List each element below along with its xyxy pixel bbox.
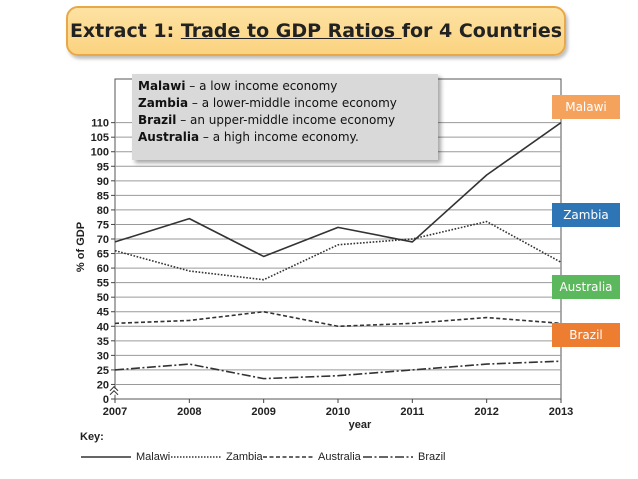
axis-break-icon [109, 386, 119, 396]
ytick-label-25: 25 [97, 365, 109, 377]
ytick-label-65: 65 [97, 249, 109, 261]
ytick-label-75: 75 [97, 219, 109, 231]
badge-australia: Australia [552, 275, 620, 299]
ytick-label-105: 105 [91, 132, 109, 144]
desc-line-brazil: Brazil – an upper-middle income economy [138, 113, 396, 127]
ytick-label-85: 85 [97, 190, 109, 202]
chart-title: Extract 1: Trade to GDP Ratios for 4 Cou… [70, 20, 562, 42]
title-suffix: for 4 Countries [401, 20, 563, 42]
title-underlined: Trade to GDP Ratios [180, 20, 402, 42]
series-line-brazil [114, 360, 562, 380]
ytick-label-45: 45 [97, 307, 109, 319]
desc-line-zambia: Zambia – a lower-middle income economy [138, 96, 397, 110]
ytick-label-95: 95 [97, 161, 109, 173]
ytick-label-55: 55 [97, 278, 109, 290]
key-swatch-dashdot [363, 456, 413, 458]
key-item-zambia: Zambia [170, 449, 263, 465]
key-swatch-dashed [263, 456, 313, 458]
key-swatch-dotted [171, 456, 221, 458]
ytick-label-90: 90 [97, 176, 109, 188]
ytick-label-80: 80 [97, 205, 109, 217]
ytick-label-40: 40 [97, 321, 109, 333]
xtick-label-2010: 2010 [326, 406, 350, 418]
desc-line-australia: Australia – a high income economy. [138, 130, 359, 144]
badge-zambia: Zambia [552, 203, 620, 227]
xtick-label-2008: 2008 [177, 406, 201, 418]
ytick-label-0: 0 [103, 394, 109, 406]
xtick-label-2013: 2013 [549, 406, 573, 418]
title-banner: Extract 1: Trade to GDP Ratios for 4 Cou… [66, 6, 566, 56]
title-prefix: Extract 1: [69, 20, 181, 42]
income-description-box: Malawi – a low income economy Zambia – a… [132, 74, 438, 160]
ytick-label-100: 100 [91, 147, 109, 159]
xtick-label-2009: 2009 [251, 406, 275, 418]
y-axis-title: % of GDP [75, 222, 87, 272]
badge-malawi: Malawi [552, 95, 620, 119]
x-axis-title: year [349, 419, 372, 431]
ytick-label-60: 60 [97, 263, 109, 275]
key-swatch-solid [81, 456, 131, 458]
xtick-label-2007: 2007 [103, 406, 127, 418]
ytick-label-30: 30 [97, 350, 109, 362]
key-item-brazil: Brazil [362, 449, 446, 465]
ytick-label-50: 50 [97, 292, 109, 304]
ytick-label-70: 70 [97, 234, 109, 246]
key-item-malawi: Malawi [80, 449, 170, 465]
series-line-australia [114, 310, 562, 328]
ytick-label-110: 110 [91, 118, 109, 130]
key-title: Key: [80, 431, 104, 443]
key-item-australia: Australia [262, 449, 361, 465]
ytick-label-20: 20 [97, 379, 109, 391]
xtick-label-2011: 2011 [400, 406, 424, 418]
ytick-label-35: 35 [97, 336, 109, 348]
series-line-zambia [114, 220, 562, 281]
series-line-malawi [114, 121, 562, 258]
desc-line-malawi: Malawi – a low income economy [138, 79, 338, 93]
badge-brazil: Brazil [552, 323, 620, 347]
xtick-label-2012: 2012 [474, 406, 498, 418]
